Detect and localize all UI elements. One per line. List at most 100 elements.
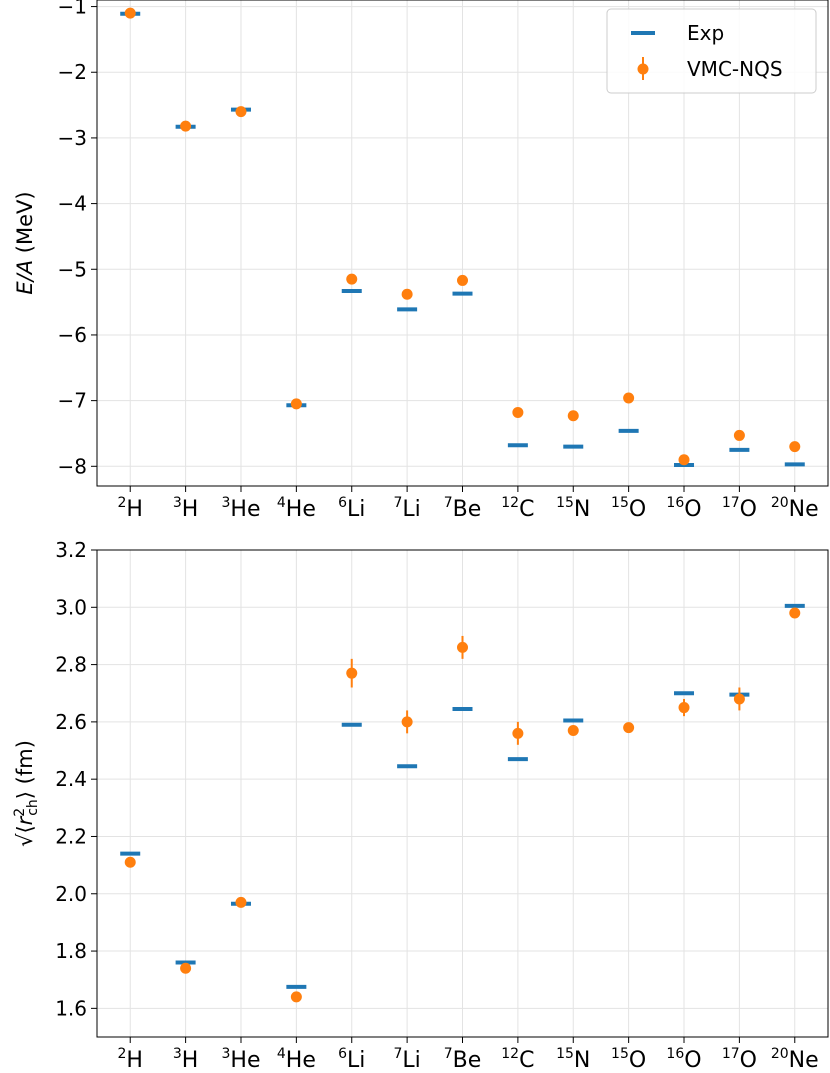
x-tick-label: 7Li (393, 1046, 420, 1073)
element-symbol: N (574, 1048, 590, 1073)
x-tick-label: 6Li (338, 1046, 365, 1073)
x-tick-label: 3He (221, 1046, 260, 1073)
x-tick-label: 15O (611, 1046, 646, 1073)
x-tick-label: 3H (173, 1046, 198, 1073)
legend-box (606, 8, 817, 94)
y-tick-label: −7 (58, 389, 87, 413)
y-tick-label: 2.2 (55, 824, 87, 848)
mass-number: 3 (173, 495, 182, 511)
y-axis-unit: (MeV) (13, 191, 37, 259)
mass-number: 15 (611, 1046, 629, 1062)
vmc-point (235, 896, 247, 908)
element-symbol: C (519, 1048, 534, 1073)
mass-number: 16 (666, 1046, 684, 1062)
vmc-point (124, 7, 136, 19)
mass-number: 7 (393, 495, 402, 511)
y-tick-label: −1 (58, 0, 87, 19)
energy-per-nucleon-panel: −1−2−3−4−5−6−7−82H 3H 3He 4He 6Li 7Li 7Be 12C 15… (13, 0, 829, 522)
y-axis-variable: E/A (13, 260, 37, 295)
vmc-point (789, 441, 801, 453)
vmc-point (623, 722, 635, 734)
element-symbol: H (182, 1048, 199, 1073)
element-symbol: O (684, 1048, 701, 1073)
mass-number: 20 (771, 1046, 789, 1062)
vmc-point (290, 398, 302, 410)
mass-number: 7 (393, 1046, 402, 1062)
mass-number: 3 (173, 1046, 182, 1062)
y-tick-label: 1.6 (55, 996, 87, 1020)
element-symbol: Ne (789, 1048, 819, 1073)
vmc-point (290, 991, 302, 1003)
charge-radius-panel: 1.61.82.02.22.42.62.83.03.22H 3H 3He 4He 6Li… (12, 538, 829, 1073)
x-tick-label: 17O (722, 495, 757, 522)
y-tick-label: 3.0 (55, 595, 87, 619)
vmc-point (235, 106, 247, 118)
vmc-point (789, 607, 801, 619)
element-symbol: Li (347, 1048, 365, 1073)
y-tick-label: 2.4 (55, 767, 87, 791)
vmc-point (457, 274, 468, 286)
y-axis-unit: (fm) (13, 740, 37, 791)
x-tick-label: 17O (722, 1046, 757, 1073)
superscript: 2 (12, 808, 28, 817)
y-tick-label: 3.2 (55, 538, 87, 562)
vmc-point (567, 724, 579, 736)
subscript: ch (25, 799, 41, 816)
vmc-point (457, 641, 468, 653)
x-tick-label: 15N (556, 495, 590, 522)
y-axis-title: √⟨r2ch⟩ (fm) (12, 740, 41, 847)
vmc-point (124, 856, 136, 868)
y-tick-label: −2 (58, 60, 87, 84)
vmc-point (512, 406, 524, 418)
y-tick-label: −8 (58, 454, 87, 478)
mass-number: 6 (338, 1046, 347, 1062)
x-tick-label: 4He (277, 1046, 316, 1073)
vmc-point (180, 120, 192, 132)
mass-number: 6 (338, 495, 347, 511)
x-tick-label: 16O (666, 495, 701, 522)
element-symbol: Be (453, 497, 482, 522)
element-symbol: H (126, 497, 143, 522)
element-symbol: O (684, 497, 701, 522)
vmc-point (567, 410, 579, 422)
vmc-point (678, 454, 690, 466)
element-symbol: Li (402, 497, 420, 522)
x-tick-label: 2H (117, 1046, 142, 1073)
vmc-point (346, 273, 358, 285)
x-tick-label: 7Be (444, 495, 482, 522)
x-tick-label: 3H (173, 495, 198, 522)
element-symbol: He (286, 497, 316, 522)
mass-number: 15 (556, 495, 574, 511)
mass-number: 2 (117, 1046, 126, 1062)
vmc-point (512, 727, 524, 739)
vmc-point (733, 429, 745, 441)
vmc-point (346, 667, 358, 679)
vmc-point (401, 716, 413, 728)
x-tick-label: 16O (666, 1046, 701, 1073)
y-tick-label: −4 (58, 192, 87, 216)
close-bracket: ⟩ (13, 791, 37, 799)
legend: Exp VMC-NQS (606, 8, 817, 94)
mass-number: 12 (501, 1046, 519, 1062)
legend-exp-label: Exp (687, 21, 724, 45)
vmc-point (733, 693, 745, 705)
y-tick-label: −5 (58, 257, 87, 281)
x-tick-label: 6Li (338, 495, 365, 522)
x-tick-label: 3He (221, 495, 260, 522)
legend-vmc-label: VMC-NQS (687, 57, 783, 81)
mass-number: 4 (277, 1046, 286, 1062)
element-symbol: O (629, 1048, 646, 1073)
element-symbol: O (740, 1048, 757, 1073)
y-axis-variable: r (13, 815, 37, 825)
element-symbol: He (286, 1048, 316, 1073)
sqrt-bracket: √⟨ (13, 825, 37, 847)
element-symbol: Be (453, 1048, 482, 1073)
element-symbol: He (230, 1048, 260, 1073)
element-symbol: Li (402, 1048, 420, 1073)
y-tick-label: 1.8 (55, 939, 87, 963)
mass-number: 4 (277, 495, 286, 511)
element-symbol: H (182, 497, 199, 522)
element-symbol: He (230, 497, 260, 522)
y-axis-title: E/A (MeV) (13, 191, 37, 294)
